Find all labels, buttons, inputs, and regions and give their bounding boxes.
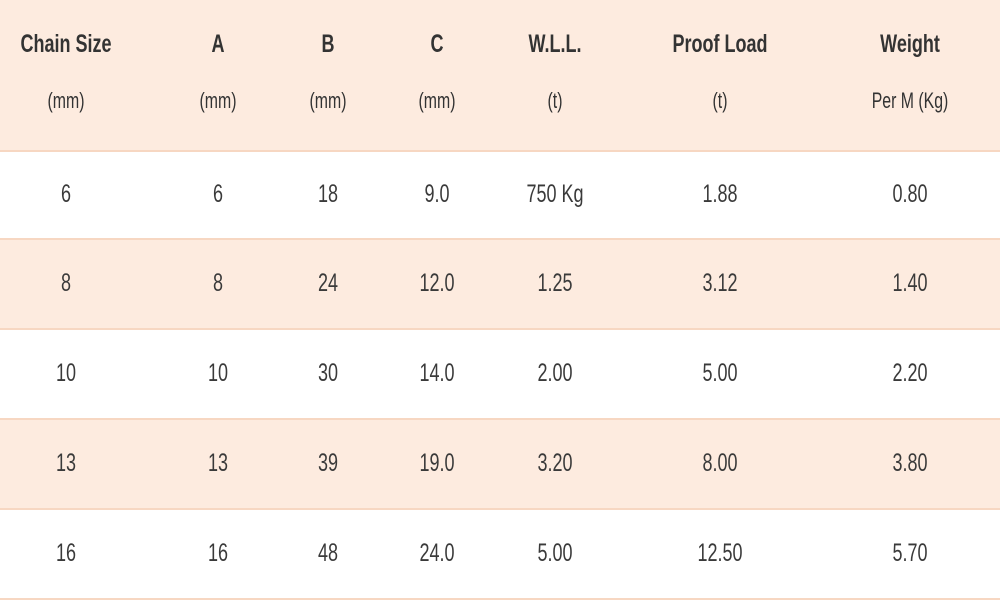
table-cell: 0.80	[892, 180, 928, 208]
table-cell: 24	[317, 269, 339, 297]
header-title: Chain Size	[20, 30, 112, 58]
header-title: Proof Load	[672, 30, 768, 58]
table-row: 10 10 30 14.0 2.00 5.00 2.20	[0, 330, 1000, 420]
header-title: A	[211, 30, 225, 58]
header-unit: (mm)	[309, 88, 347, 113]
header-unit: (mm)	[199, 88, 237, 113]
header-unit: Per M (Kg)	[871, 88, 949, 113]
table-cell: 1.88	[702, 180, 738, 208]
header-unit: (mm)	[47, 88, 85, 113]
table-cell: 8.00	[702, 449, 738, 477]
header-title: B	[321, 30, 335, 58]
table-cell: 8	[212, 269, 224, 297]
table-cell: 750 Kg	[526, 180, 584, 208]
table-cell: 30	[317, 359, 339, 387]
table-cell: 48	[317, 539, 339, 567]
header-unit: (t)	[547, 88, 563, 113]
table-row: 13 13 39 19.0 3.20 8.00 3.80	[0, 420, 1000, 510]
table-cell: 13	[55, 449, 77, 477]
header-row: Chain Size (mm) A (mm) B (mm) C (mm) W.L.L. (t) Pr…	[0, 0, 1000, 152]
table-cell: 10	[55, 359, 77, 387]
table-cell: 3.12	[702, 269, 738, 297]
header-unit: (mm)	[418, 88, 456, 113]
table-cell: 9.0	[424, 180, 450, 208]
table-cell: 5.00	[702, 359, 738, 387]
table-cell: 1.25	[537, 269, 573, 297]
header-title: Weight	[880, 30, 940, 58]
table-cell: 8	[60, 269, 72, 297]
table-cell: 3.80	[892, 449, 928, 477]
table-cell: 14.0	[419, 359, 455, 387]
table-cell: 2.00	[537, 359, 573, 387]
header-title: C	[430, 30, 444, 58]
table-cell: 10	[207, 359, 229, 387]
table-cell: 6	[60, 180, 72, 208]
table-cell: 2.20	[892, 359, 928, 387]
table-row: 8 8 24 12.0 1.25 3.12 1.40	[0, 240, 1000, 330]
table-cell: 13	[207, 449, 229, 477]
header-unit: (t)	[712, 88, 728, 113]
table-cell: 6	[212, 180, 224, 208]
table-cell: 39	[317, 449, 339, 477]
table-cell: 24.0	[419, 539, 455, 567]
header-title: W.L.L.	[528, 30, 582, 58]
table-cell: 16	[207, 539, 229, 567]
table-cell: 12.50	[697, 539, 743, 567]
table-cell: 5.70	[892, 539, 928, 567]
table-cell: 5.00	[537, 539, 573, 567]
table-cell: 12.0	[419, 269, 455, 297]
table-cell: 3.20	[537, 449, 573, 477]
table-cell: 19.0	[419, 449, 455, 477]
table-cell: 18	[317, 180, 339, 208]
table-row: 6 6 18 9.0 750 Kg 1.88 0.80	[0, 152, 1000, 240]
table-cell: 16	[55, 539, 77, 567]
table-row: 16 16 48 24.0 5.00 12.50 5.70	[0, 510, 1000, 600]
table-cell: 1.40	[892, 269, 928, 297]
